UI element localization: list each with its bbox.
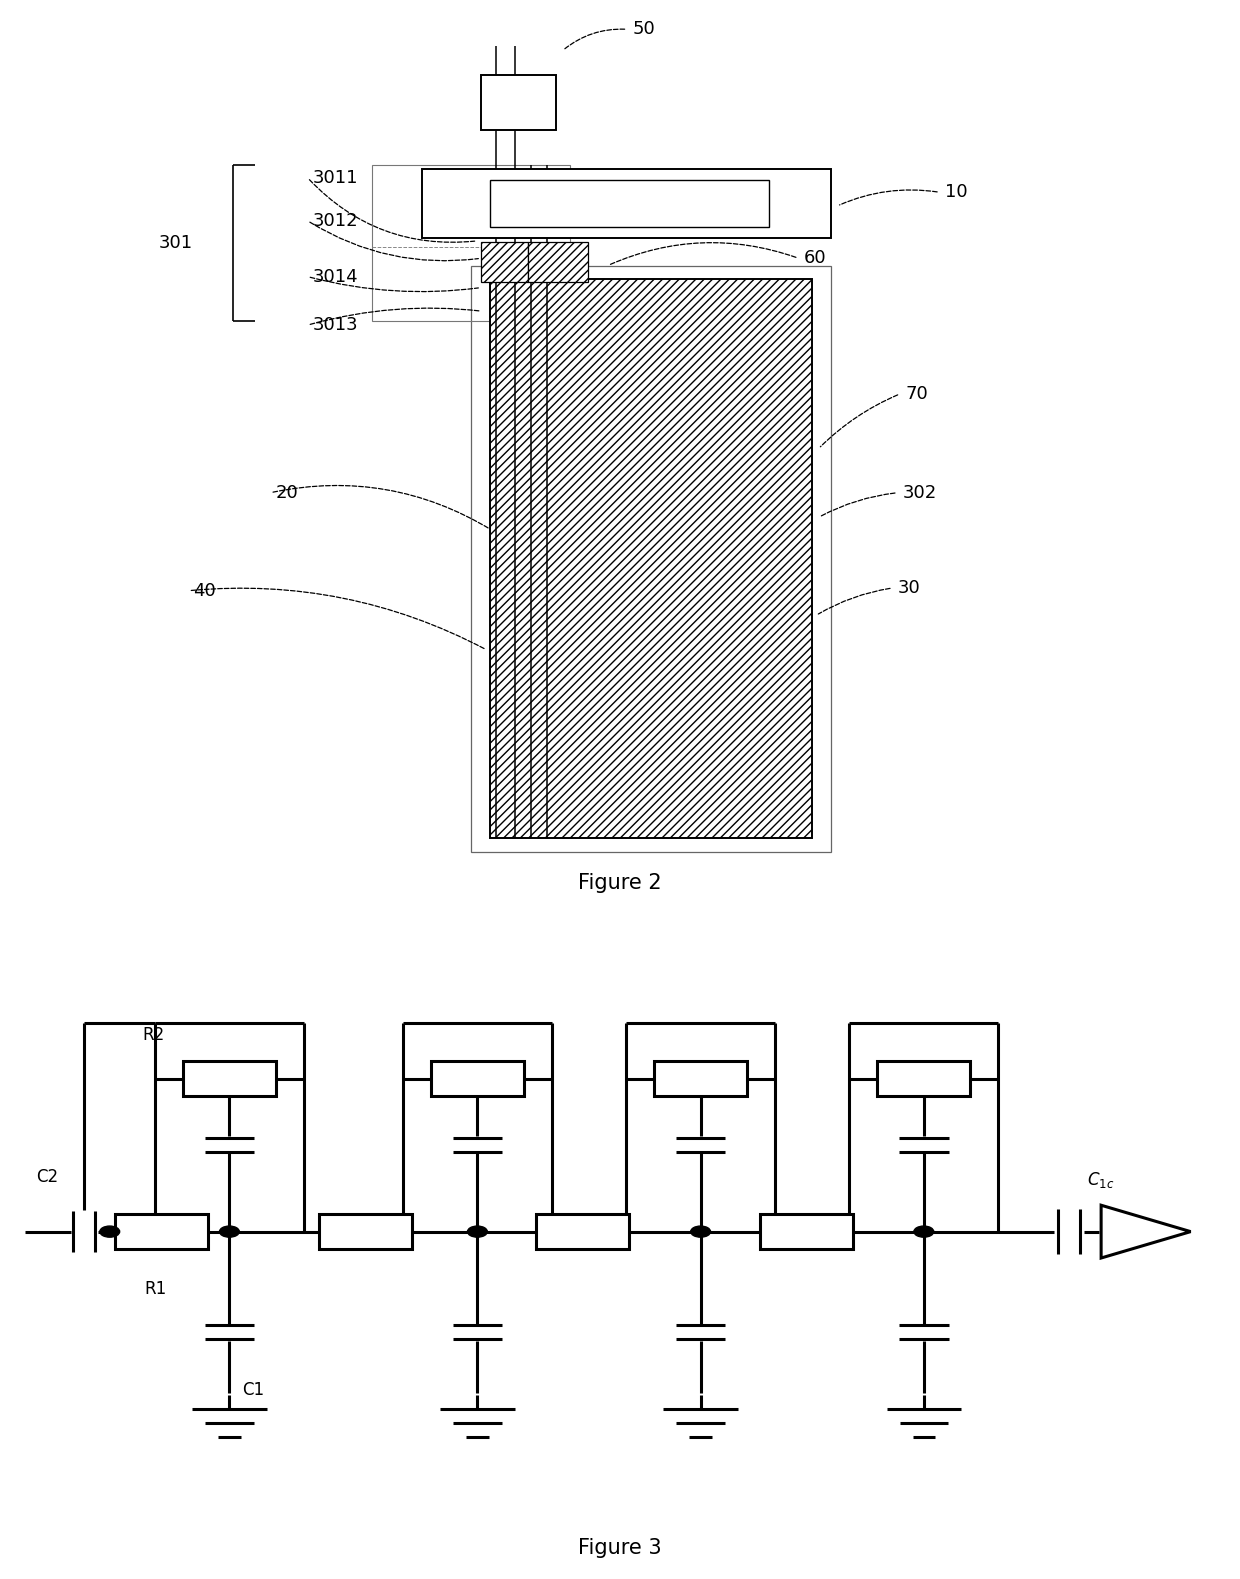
Text: 302: 302: [903, 483, 937, 502]
Bar: [320, 1214, 412, 1249]
Text: Figure 2: Figure 2: [578, 873, 662, 894]
Bar: [536, 1214, 629, 1249]
FancyArrowPatch shape: [821, 395, 898, 447]
FancyArrowPatch shape: [191, 587, 485, 649]
Polygon shape: [1101, 1205, 1190, 1258]
Text: $C_{1c}$: $C_{1c}$: [1087, 1170, 1115, 1191]
Bar: [528, 242, 588, 283]
Text: 10: 10: [945, 183, 967, 201]
Text: 3013: 3013: [312, 316, 358, 335]
Circle shape: [219, 1225, 239, 1238]
Text: 20: 20: [275, 483, 298, 502]
FancyArrowPatch shape: [273, 485, 491, 529]
Bar: [372, 164, 570, 321]
FancyArrowPatch shape: [310, 278, 479, 292]
Text: 301: 301: [159, 234, 193, 251]
Text: 30: 30: [898, 579, 920, 597]
Text: 60: 60: [804, 249, 826, 267]
Text: 3011: 3011: [312, 169, 358, 186]
Bar: [481, 242, 528, 283]
Text: Figure 3: Figure 3: [578, 1538, 662, 1558]
Bar: [759, 1214, 853, 1249]
FancyArrowPatch shape: [310, 180, 475, 242]
Circle shape: [467, 1225, 487, 1238]
Text: R1: R1: [144, 1281, 166, 1298]
Text: R2: R2: [143, 1026, 165, 1044]
Text: 70: 70: [905, 385, 928, 403]
Text: 3012: 3012: [312, 212, 358, 229]
FancyArrowPatch shape: [564, 28, 625, 49]
Bar: [490, 279, 812, 838]
Text: 50: 50: [632, 21, 655, 38]
Circle shape: [914, 1225, 934, 1238]
Bar: [490, 180, 769, 227]
Text: C2: C2: [36, 1168, 58, 1186]
Text: 40: 40: [193, 581, 216, 600]
Circle shape: [99, 1225, 119, 1238]
FancyArrowPatch shape: [610, 243, 796, 264]
Bar: [422, 169, 831, 238]
Bar: [878, 1061, 970, 1096]
Text: 3014: 3014: [312, 267, 358, 286]
Circle shape: [691, 1225, 711, 1238]
FancyArrowPatch shape: [818, 589, 890, 614]
Bar: [471, 265, 831, 851]
FancyArrowPatch shape: [310, 308, 481, 324]
Bar: [432, 1061, 525, 1096]
Bar: [655, 1061, 746, 1096]
FancyArrowPatch shape: [821, 493, 895, 516]
FancyArrowPatch shape: [310, 223, 479, 261]
Text: C1: C1: [242, 1382, 264, 1399]
Bar: [481, 76, 556, 129]
Bar: [184, 1061, 275, 1096]
Bar: [114, 1214, 207, 1249]
FancyArrowPatch shape: [839, 189, 937, 205]
